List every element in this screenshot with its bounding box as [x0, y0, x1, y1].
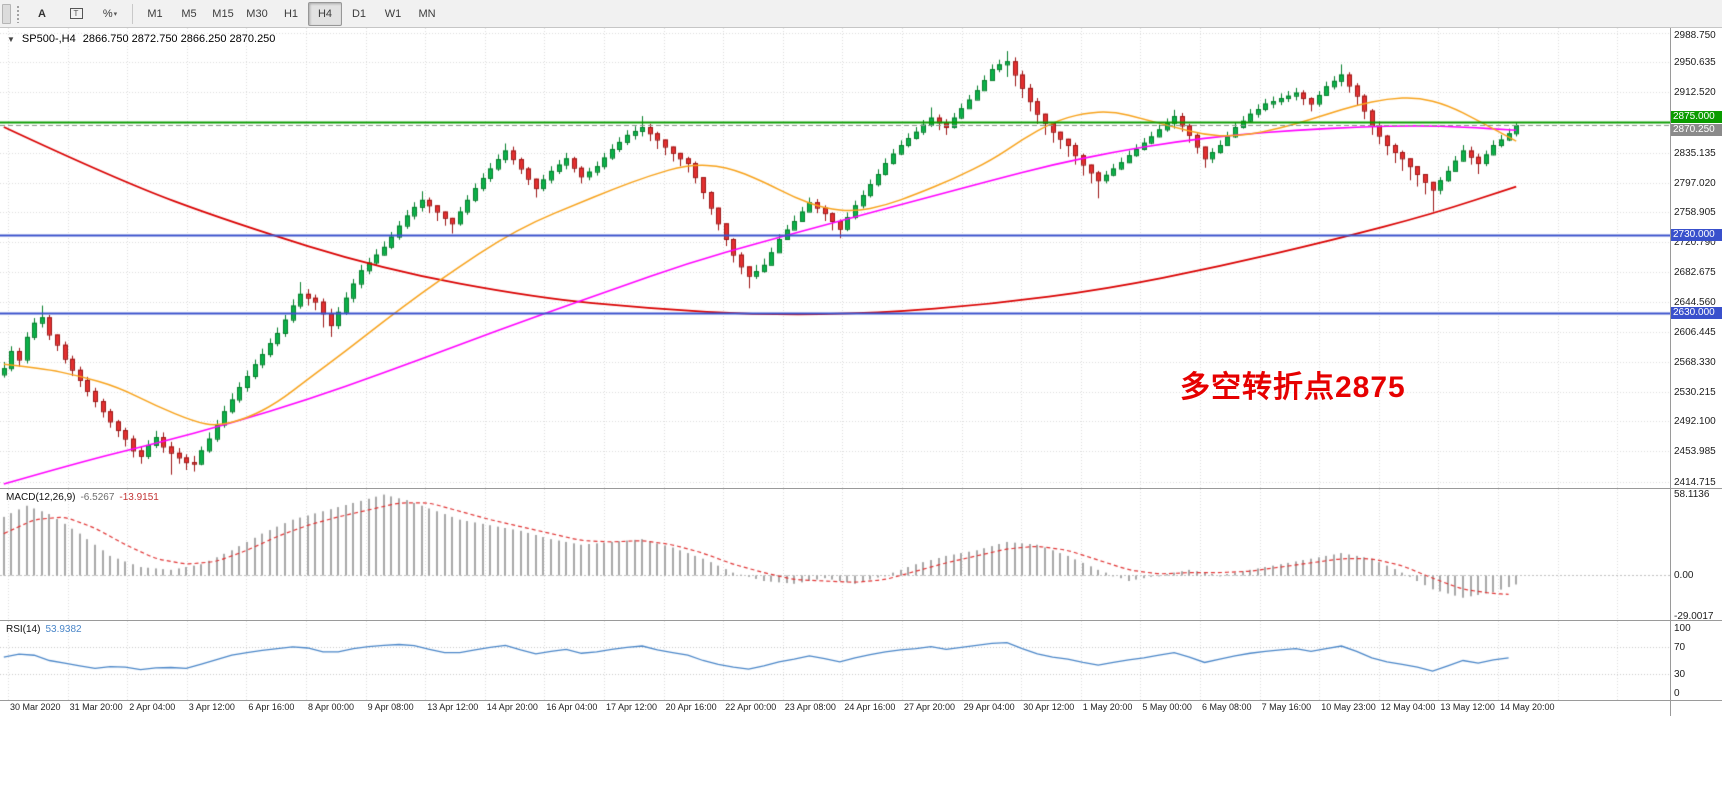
macd-name: MACD(12,26,9) — [6, 492, 76, 503]
price-badge: 2630.000 — [1671, 307, 1722, 320]
price-badge: 2730.000 — [1671, 229, 1722, 242]
timeframe-d1[interactable]: D1 — [351, 7, 367, 20]
time-axis-label: 9 Apr 08:00 — [367, 702, 414, 712]
rsi-axis-label: 0 — [1674, 688, 1680, 700]
rsi-indicator-canvas[interactable] — [0, 621, 1670, 700]
time-axis-label: 13 Apr 12:00 — [427, 702, 479, 712]
time-axis-label: 31 Mar 20:00 — [69, 702, 123, 712]
label-tool-button[interactable]: T — [59, 2, 93, 26]
price-badge: 2870.250 — [1671, 124, 1722, 137]
timeframe-h1[interactable]: H1 — [283, 7, 299, 20]
price-axis-label: 2758.905 — [1674, 207, 1716, 219]
macd-axis-label: 58.1136 — [1674, 489, 1710, 501]
chart-header: ▼ SP500-,H4 2866.750 2872.750 2866.250 2… — [7, 33, 275, 45]
timeframe-m30[interactable]: M30 — [246, 7, 268, 20]
symbol-collapse-icon[interactable]: ▼ — [7, 34, 15, 44]
rsi-axis-label: 100 — [1674, 622, 1691, 634]
rsi-label: RSI(14) 53.9382 — [6, 624, 82, 635]
time-axis-label: 22 Apr 00:00 — [725, 702, 777, 712]
timeframe-w1[interactable]: W1 — [384, 7, 402, 20]
toolbar-separator — [132, 3, 133, 24]
time-axis-label: 16 Apr 04:00 — [546, 702, 598, 712]
macd-axis-label: -29.0017 — [1674, 610, 1714, 622]
symbol-period-label: SP500-,H4 — [21, 33, 76, 45]
macd-signal-value: -13.9151 — [119, 492, 159, 503]
time-axis-label: 8 Apr 00:00 — [308, 702, 355, 712]
price-axis-label: 2682.675 — [1674, 267, 1716, 279]
price-axis-label: 2835.135 — [1674, 147, 1716, 159]
price-axis-label: 2492.100 — [1674, 416, 1716, 428]
chevron-down-icon: ▾ — [113, 10, 118, 18]
time-axis-label: 23 Apr 08:00 — [784, 702, 836, 712]
time-axis-label: 17 Apr 12:00 — [606, 702, 658, 712]
time-axis-label: 1 May 20:00 — [1082, 702, 1133, 712]
macd-indicator-canvas[interactable] — [0, 489, 1670, 620]
rsi-name: RSI(14) — [6, 624, 41, 635]
main-chart-canvas[interactable] — [0, 28, 1670, 488]
time-axis-label: 14 May 20:00 — [1500, 702, 1555, 712]
macd-axis-label: 0.00 — [1674, 570, 1694, 582]
price-axis-label: 2797.020 — [1674, 177, 1716, 189]
price-axis-label: 2720.790 — [1674, 237, 1716, 249]
timeframe-m5[interactable]: M5 — [181, 7, 197, 20]
price-axis-label: 2453.985 — [1674, 446, 1716, 458]
time-axis-label: 12 May 04:00 — [1380, 702, 1436, 712]
rsi-axis-label: 30 — [1674, 668, 1686, 680]
time-axis-label: 27 Apr 20:00 — [904, 702, 956, 712]
price-axis-divider — [1670, 28, 1671, 716]
rsi-axis-label: 70 — [1674, 642, 1686, 654]
time-axis-label: 6 Apr 16:00 — [248, 702, 295, 712]
time-axis-label: 30 Apr 12:00 — [1023, 702, 1075, 712]
ohlc-values: 2866.750 2872.750 2866.250 2870.250 — [82, 33, 276, 45]
price-axis-label: 2644.560 — [1674, 296, 1716, 308]
timeframe-h4[interactable]: H4 — [308, 1, 342, 26]
time-axis-label: 5 May 00:00 — [1142, 702, 1192, 712]
toolbar-grip[interactable] — [16, 4, 21, 23]
time-axis-label: 7 May 16:00 — [1261, 702, 1312, 712]
time-axis-label: 2 Apr 04:00 — [129, 702, 176, 712]
macd-label: MACD(12,26,9) -6.5267 -13.9151 — [6, 492, 159, 503]
time-axis-label: 10 May 23:00 — [1321, 702, 1376, 712]
timeframe-m15[interactable]: M15 — [212, 7, 234, 20]
time-axis-label: 14 Apr 20:00 — [486, 702, 538, 712]
time-axis-label: 24 Apr 16:00 — [844, 702, 896, 712]
time-axis-label: 29 Apr 04:00 — [963, 702, 1015, 712]
scale-tool-button[interactable]: % ▾ — [93, 2, 127, 26]
pane-separator[interactable] — [0, 620, 1722, 621]
price-axis-label: 2912.520 — [1674, 87, 1716, 99]
time-axis-label: 13 May 12:00 — [1440, 702, 1495, 712]
time-axis-label: 6 May 08:00 — [1202, 702, 1252, 712]
price-axis-label: 2568.330 — [1674, 356, 1716, 368]
price-axis-label: 2606.445 — [1674, 326, 1716, 338]
rsi-value: 53.9382 — [45, 624, 82, 635]
label-tool-icon: T — [69, 8, 83, 19]
text-tool-button[interactable]: A — [38, 7, 46, 20]
pane-separator — [0, 700, 1722, 701]
price-axis-label: 2988.750 — [1674, 30, 1716, 41]
toolbar-dock-handle[interactable] — [2, 3, 11, 24]
pane-separator[interactable] — [0, 488, 1722, 489]
time-axis-label: 20 Apr 16:00 — [665, 702, 717, 712]
price-badge: 2875.000 — [1671, 110, 1722, 123]
time-axis-label: 3 Apr 12:00 — [188, 702, 235, 712]
toolbar: A T % ▾ M1 M5 M15 M30 H1 H4 D1 W1 MN — [0, 0, 1722, 28]
time-axis-label: 30 Mar 2020 — [10, 702, 61, 712]
percent-icon: % — [102, 7, 113, 20]
price-axis-label: 2950.635 — [1674, 57, 1716, 69]
timeframe-m1[interactable]: M1 — [147, 7, 163, 20]
price-axis-label: 2414.715 — [1674, 476, 1716, 488]
macd-main-value: -6.5267 — [80, 492, 115, 503]
price-axis-label: 2530.215 — [1674, 386, 1716, 398]
annotation-text[interactable]: 多空转折点2875 — [1180, 371, 1406, 404]
timeframe-mn[interactable]: MN — [418, 7, 436, 20]
